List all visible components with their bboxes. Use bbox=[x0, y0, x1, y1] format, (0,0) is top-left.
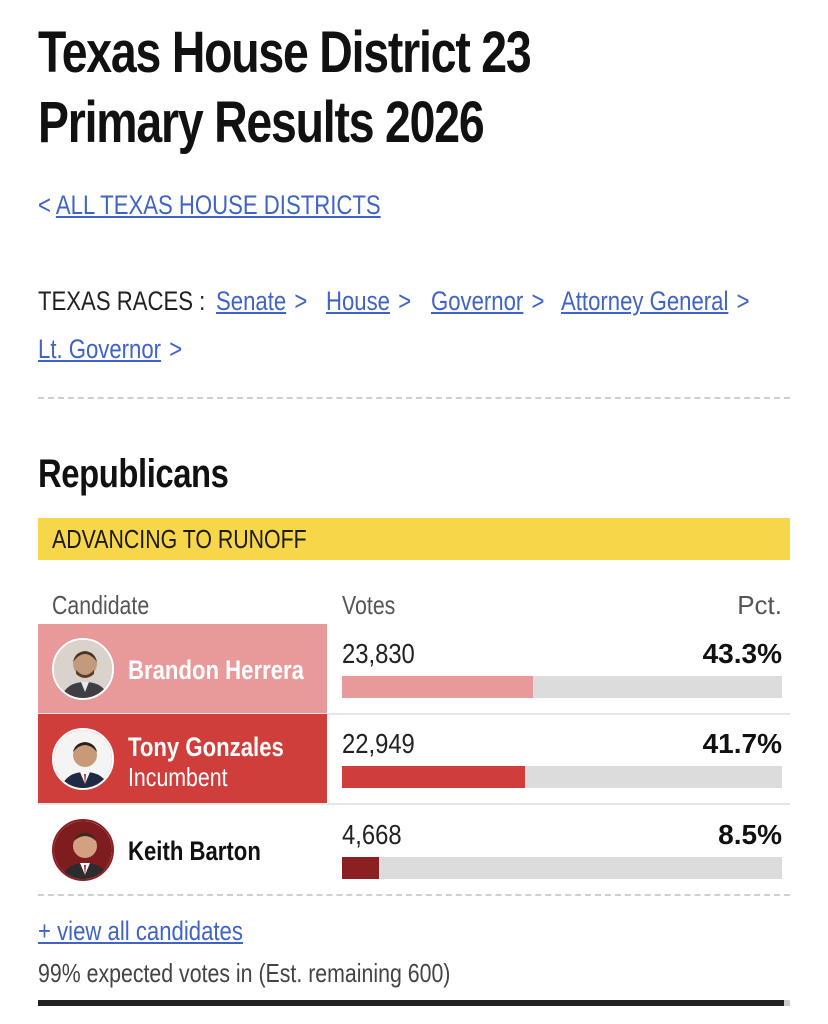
races-nav-label: TEXAS RACES : bbox=[38, 286, 206, 316]
race-link-label: Attorney General bbox=[561, 286, 729, 316]
candidate-row: Tony Gonzales Incumbent 22,949 41.7% bbox=[38, 714, 790, 804]
candidate-votes: 4,668 bbox=[342, 819, 402, 850]
candidate-name: Brandon Herrera bbox=[128, 655, 304, 685]
bottom-scrollbar[interactable] bbox=[38, 1000, 790, 1006]
candidate-name: Tony Gonzales bbox=[128, 732, 284, 762]
vote-share-bar bbox=[342, 857, 782, 879]
page-title: Texas House District 23 Primary Results … bbox=[38, 18, 646, 158]
column-header-candidate: Candidate bbox=[52, 590, 150, 620]
candidate-incumbent-label: Incumbent bbox=[128, 762, 228, 792]
runoff-banner: ADVANCING TO RUNOFF bbox=[38, 518, 790, 560]
column-header-pct: Pct. bbox=[737, 590, 782, 620]
candidate-pct: 43.3% bbox=[702, 638, 782, 669]
vote-share-bar bbox=[342, 766, 782, 788]
vote-share-bar bbox=[342, 676, 782, 698]
chevron-right-icon: > bbox=[398, 286, 412, 316]
candidate-pct: 41.7% bbox=[702, 728, 782, 759]
page-title-line-2: Primary Results 2026 bbox=[38, 90, 485, 155]
divider bbox=[38, 894, 790, 896]
party-heading: Republicans bbox=[38, 452, 229, 496]
candidate-cell: Keith Barton bbox=[38, 805, 327, 895]
race-link-attorney-general[interactable]: Attorney General > bbox=[561, 286, 750, 317]
race-link-lt-governor[interactable]: Lt. Governor > bbox=[38, 334, 182, 365]
candidate-row: Brandon Herrera 23,830 43.3% bbox=[38, 624, 790, 714]
expected-votes-text: 99% expected votes in (Est. remaining 60… bbox=[38, 958, 451, 988]
chevron-right-icon: > bbox=[169, 334, 183, 364]
vote-share-bar-fill bbox=[342, 676, 533, 698]
row-divider bbox=[38, 803, 790, 805]
row-divider bbox=[38, 713, 790, 715]
candidate-cell: Tony Gonzales Incumbent bbox=[38, 714, 327, 804]
person-avatar-icon bbox=[52, 728, 114, 790]
candidate-votes: 23,830 bbox=[342, 638, 415, 669]
race-link-label: Governor bbox=[431, 286, 524, 316]
chevron-right-icon: > bbox=[294, 286, 308, 316]
person-avatar-icon bbox=[52, 638, 114, 700]
chevron-right-icon: > bbox=[531, 286, 545, 316]
race-link-senate[interactable]: Senate > bbox=[216, 286, 307, 317]
all-districts-link-label: ALL TEXAS HOUSE DISTRICTS bbox=[55, 190, 381, 220]
race-link-label: Senate bbox=[216, 286, 287, 316]
chevron-right-icon: > bbox=[736, 286, 750, 316]
view-all-candidates-link[interactable]: + view all candidates bbox=[38, 916, 243, 946]
candidate-cell: Brandon Herrera bbox=[38, 624, 327, 714]
candidate-row: Keith Barton 4,668 8.5% bbox=[38, 805, 790, 895]
chevron-left-icon: < bbox=[38, 190, 51, 220]
candidate-pct: 8.5% bbox=[718, 819, 782, 850]
candidate-votes: 22,949 bbox=[342, 728, 415, 759]
race-link-label: Lt. Governor bbox=[38, 334, 162, 364]
all-districts-link[interactable]: < ALL TEXAS HOUSE DISTRICTS bbox=[38, 190, 381, 221]
race-link-house[interactable]: House > bbox=[326, 286, 411, 317]
vote-share-bar-fill bbox=[342, 857, 380, 879]
race-link-label: House bbox=[326, 286, 390, 316]
candidate-name: Keith Barton bbox=[128, 836, 261, 866]
runoff-banner-label: ADVANCING TO RUNOFF bbox=[52, 524, 307, 554]
race-link-governor[interactable]: Governor > bbox=[431, 286, 544, 317]
divider bbox=[38, 397, 790, 399]
page-title-line-1: Texas House District 23 bbox=[38, 20, 532, 85]
person-avatar-icon bbox=[52, 819, 114, 881]
column-header-votes: Votes bbox=[342, 590, 396, 620]
vote-share-bar-fill bbox=[342, 766, 526, 788]
